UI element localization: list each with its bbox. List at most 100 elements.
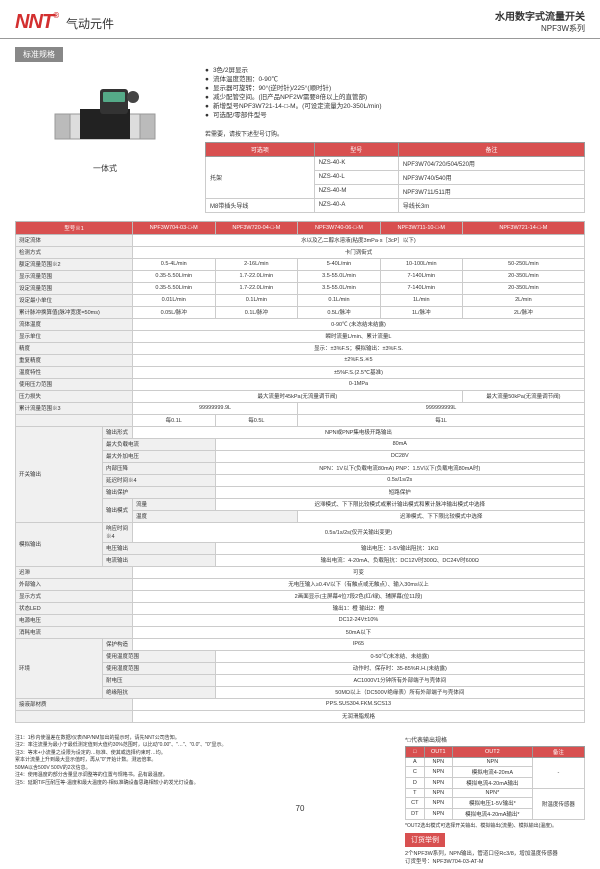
spec-label: 使用湿度范围 — [102, 662, 215, 674]
spec-cell: 0.35-5.50L/min — [132, 282, 215, 294]
flow-switch-icon — [45, 79, 165, 159]
opt-cell: M8带插头导线 — [206, 198, 315, 212]
product-image: 一体式 — [15, 66, 195, 186]
spec-label — [16, 710, 133, 722]
spec-label: 设定最小单位 — [16, 294, 133, 306]
out-cell: T — [406, 788, 425, 797]
spec-cell: 50MΩ以上（DC500V绝缘表）所有外部端子与壳体间 — [215, 686, 584, 698]
spec-cell: 每1L — [298, 414, 585, 426]
spec-cell: 2L/脉冲 — [462, 306, 584, 318]
out-cell: - — [532, 757, 584, 788]
out-cell: NPN — [424, 808, 452, 819]
spec-cell: 10-100L/min — [380, 258, 462, 270]
spec-label: 温度 — [132, 510, 297, 522]
feature-item: 减少配管空间。(旧产品NPF2W需要8倍以上的直管部) — [205, 93, 585, 102]
opt-cell: NPF3W704/720/504/520用 — [398, 156, 584, 170]
spec-cell: 0.5s/1s/2s — [215, 474, 584, 486]
category: 气动元件 — [66, 15, 114, 34]
spec-cell: PPS.SUS304.FKM.SCS13 — [132, 698, 584, 710]
note-line: 注3：等末+小流量之设限为设定的…标准、使其或选择约束时…均。 — [15, 750, 395, 757]
spec-cell: NPN或PNP集电极开路输出 — [132, 426, 584, 438]
product-label: 一体式 — [93, 163, 117, 174]
spec-cell: 1L/脉冲 — [380, 306, 462, 318]
output-note: *□代表输出规格 — [405, 735, 585, 744]
spec-label: 使用温度范围 — [102, 650, 215, 662]
title-main: 水用数字式流量开关 — [495, 8, 585, 23]
note-line: 累本计流量上升到最大显示值时，再从"0"开始计数。测远倍率。 — [15, 757, 395, 764]
out-head: OUT1 — [424, 746, 452, 757]
spec-head: 型号※1 — [16, 221, 133, 234]
spec-cell: 3.5-55.0L/min — [298, 282, 381, 294]
top-right: 3色/2屏显示流体温度范围：0-90℃显示器可旋转：90°(逆时针)/225°(… — [195, 66, 585, 213]
spec-cell: 0-90℃ (未冻结未结露) — [132, 318, 584, 330]
out-cell: A — [406, 757, 425, 766]
spec-cell: 99999999.9L — [132, 402, 297, 414]
spec-cell: 3.5-55.0L/min — [298, 270, 381, 282]
spec-cell: 卡门涡街式 — [132, 246, 584, 258]
spec-cell: 短路保护 — [215, 486, 584, 498]
spec-label: 显示流量范围 — [16, 270, 133, 282]
note-line: 注1：1秒内使温差在数据/仪表/NP/NM加出的提示时，请先NNT公司告知。 — [15, 735, 395, 742]
spec-cell: 999999999L — [298, 402, 585, 414]
spec-group: 开关输出 — [16, 426, 103, 522]
opt-head: 可选项 — [206, 142, 315, 156]
note-line: 50MA以含500V 500V的2次信息。 — [15, 765, 395, 772]
spec-label: 响应时间※4 — [102, 522, 132, 542]
spec-cell: 最大流量时45kPa(无流量调节阀) — [132, 390, 462, 402]
feature-item: 可选配/零部件型号 — [205, 111, 585, 120]
spec-label: 累计脉冲换算值(脉冲宽度=50ms) — [16, 306, 133, 318]
spec-label: 消耗电流 — [16, 626, 133, 638]
spec-cell: 迟滞模式、下下限比较模式中选择 — [298, 510, 585, 522]
feature-list: 3色/2屏显示流体温度范围：0-90℃显示器可旋转：90°(逆时针)/225°(… — [205, 66, 585, 121]
spec-cell: 0.1L/min — [215, 294, 298, 306]
output-table: □OUT1OUT2备注ANPNNPN-CNPN模拟电流4-20mADNPN模拟电… — [405, 746, 585, 820]
out-cell: 模拟电流4-20mA输出* — [452, 808, 532, 819]
spec-cell: 2L/min — [462, 294, 584, 306]
spec-head: NPF3W720-04-□-M — [215, 221, 298, 234]
spec-cell: 每0.5L — [215, 414, 298, 426]
spec-label: 流体温度 — [16, 318, 133, 330]
spec-label: 外部输入 — [16, 578, 133, 590]
out-cell: 模拟电压1-5V输出* — [452, 797, 532, 808]
spec-badge: 标准规格 — [15, 47, 63, 62]
option-table: 可选项型号备注托架NZS-40-KNPF3W704/720/504/520用NZ… — [205, 142, 585, 213]
spec-cell: 动作时、保存时：35-85%R.H.(未结露) — [215, 662, 584, 674]
spec-cell: 0.05L/脉冲 — [132, 306, 215, 318]
spec-cell: 0.5s/1s/2s(仅开关输出变更) — [132, 522, 584, 542]
spec-cell: 可变 — [132, 566, 584, 578]
order-line: 2个NPF3W系列，NPN输出，管道口径Rc3/8，增加温度传感器 — [405, 849, 585, 857]
footnotes: 注1：1秒内使温差在数据/仪表/NP/NM加出的提示时，请先NNT公司告知。注2… — [15, 735, 395, 865]
spec-label: 额定流量范围※2 — [16, 258, 133, 270]
out-head: OUT2 — [452, 746, 532, 757]
spec-head: NPF3W740-06-□-M — [298, 221, 381, 234]
spec-cell: 输出电流：4-20mA、负载阻抗：DC12V时300Ω、DC24V时600Ω — [215, 554, 584, 566]
spec-cell: 0.1L/脉冲 — [215, 306, 298, 318]
spec-label: 输出模式 — [102, 498, 132, 522]
out-cell: 模拟电流4-20mA — [452, 766, 532, 777]
note-line: 注4：使用温度的部分含量显示调整等的位置与规格书。品有最温度。 — [15, 772, 395, 779]
spec-label: 绝缘阻抗 — [102, 686, 215, 698]
out-cell: D — [406, 777, 425, 788]
opt-cell: 托架 — [206, 156, 315, 198]
page-number: 70 — [296, 804, 305, 813]
spec-label: 输出形式 — [102, 426, 132, 438]
note-line: 注2：率注流量为最小于最低测定值到大值约30%范围时，以比动"0.00"、"…"… — [15, 742, 395, 749]
out-cell: NPN — [452, 757, 532, 766]
spec-label: 使用压力范围 — [16, 378, 133, 390]
spec-cell: 50-250L/min — [462, 258, 584, 270]
spec-cell: 2画面显示(主屏幕4位7段2色(红/绿)、辅屏幕(位11段) — [132, 590, 584, 602]
order-badge: 订货举例 — [405, 833, 445, 847]
spec-cell: 50mA以下 — [132, 626, 584, 638]
spec-cell: 显示：±3%F.S；模拟输出：±3%F.S. — [132, 342, 584, 354]
spec-cell: ±5%F.S.(2.5℃基准) — [132, 366, 584, 378]
top-section: 一体式 3色/2屏显示流体温度范围：0-90℃显示器可旋转：90°(逆时针)/2… — [0, 66, 600, 213]
spec-cell: 0.01L/min — [132, 294, 215, 306]
out-cell: NPN — [424, 777, 452, 788]
out-cell: CT — [406, 797, 425, 808]
out-cell: NPN — [424, 766, 452, 777]
spec-label: 电压输出 — [102, 542, 215, 554]
spec-cell: 80mA — [215, 438, 584, 450]
spec-cell: 无电压输入≥0.4V以下（有触点或无触点）、输入30ms以上 — [132, 578, 584, 590]
spec-group: 环境 — [16, 638, 103, 698]
spec-cell: 1.7-22.0L/min — [215, 270, 298, 282]
